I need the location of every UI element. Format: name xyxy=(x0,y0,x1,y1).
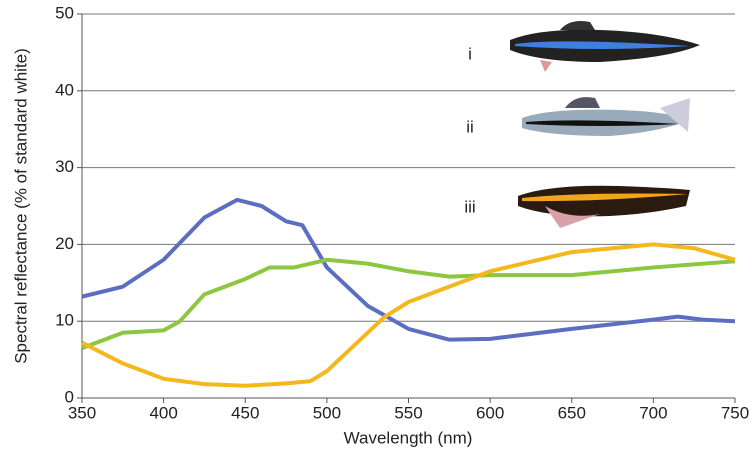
series-label: iii xyxy=(464,197,475,216)
x-tick-label: 550 xyxy=(394,403,422,422)
x-tick-label: 500 xyxy=(313,403,341,422)
series-line xyxy=(81,242,736,388)
series-label: i xyxy=(468,44,472,63)
y-tick-label: 40 xyxy=(55,80,74,99)
y-axis-label: Spectral reflectance (% of standard whit… xyxy=(11,48,30,364)
x-tick-label: 650 xyxy=(558,403,586,422)
x-tick-label: 600 xyxy=(476,403,504,422)
y-tick-label: 50 xyxy=(55,3,74,22)
y-tick-label: 0 xyxy=(65,387,74,406)
x-tick-label: 400 xyxy=(149,403,177,422)
series-label: ii xyxy=(466,117,474,136)
series-line xyxy=(81,257,736,350)
x-tick-label: 750 xyxy=(721,403,749,422)
x-axis-label: Wavelength (nm) xyxy=(344,428,473,447)
x-tick-label: 700 xyxy=(639,403,667,422)
fish-images xyxy=(510,21,700,228)
fish-i xyxy=(510,21,700,72)
x-tick-label: 350 xyxy=(68,403,96,422)
y-tick-label: 20 xyxy=(55,234,74,253)
fish-iii xyxy=(518,185,690,228)
y-tick-label: 10 xyxy=(55,311,74,330)
fish-ii xyxy=(522,97,690,136)
x-tick-label: 450 xyxy=(231,403,259,422)
y-tick-label: 30 xyxy=(55,157,74,176)
series-line xyxy=(81,197,736,342)
